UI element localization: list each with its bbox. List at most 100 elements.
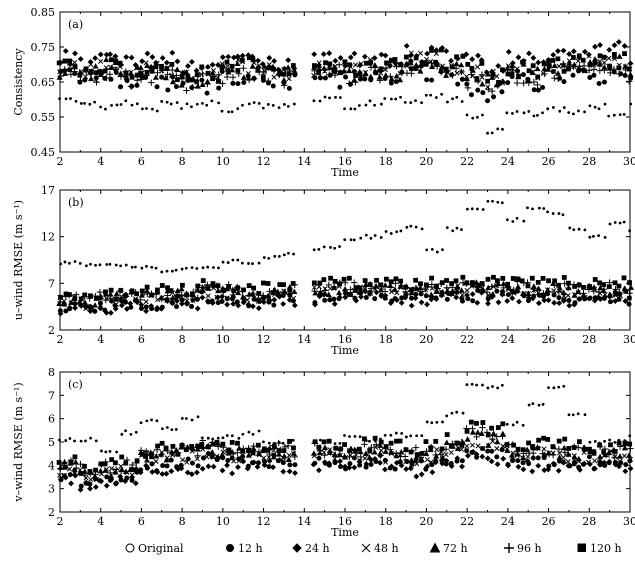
point-h96 xyxy=(340,67,348,75)
point-h48 xyxy=(286,452,292,458)
point-original xyxy=(567,111,571,114)
y-tick-label: 4 xyxy=(48,459,55,472)
point-h120 xyxy=(510,276,516,281)
point-h12 xyxy=(134,82,140,88)
point-h48 xyxy=(459,292,465,298)
point-h120 xyxy=(515,446,521,452)
point-original xyxy=(405,225,409,229)
point-h120 xyxy=(226,447,232,453)
point-original xyxy=(414,225,418,229)
point-h96 xyxy=(580,290,587,297)
point-h48 xyxy=(514,66,520,72)
point-original xyxy=(85,264,88,268)
point-h96 xyxy=(408,70,415,77)
point-h72 xyxy=(489,74,496,80)
point-original xyxy=(227,110,231,114)
point-h120 xyxy=(138,71,143,76)
point-h48 xyxy=(352,62,359,68)
point-h120 xyxy=(149,65,155,71)
point-h120 xyxy=(277,282,283,287)
point-h12 xyxy=(424,77,430,83)
point-h96 xyxy=(442,446,450,453)
x-tick-label: 2 xyxy=(57,515,64,528)
point-h120 xyxy=(210,441,216,447)
y-tick-label: 3 xyxy=(48,483,55,496)
point-h12 xyxy=(470,298,476,304)
point-h12 xyxy=(607,299,613,305)
point-h96 xyxy=(148,79,155,86)
point-original xyxy=(110,104,113,107)
point-h48 xyxy=(480,445,486,451)
point-h24 xyxy=(525,294,532,301)
point-h120 xyxy=(587,284,593,289)
point-h24 xyxy=(479,453,486,460)
point-h120 xyxy=(606,284,612,290)
point-original xyxy=(593,440,597,443)
point-original xyxy=(368,99,372,103)
point-h12 xyxy=(174,304,180,310)
point-h24 xyxy=(280,468,287,475)
point-h120 xyxy=(392,57,398,62)
point-h24 xyxy=(229,470,236,477)
point-h12 xyxy=(623,462,629,468)
point-original xyxy=(79,102,83,105)
point-h96 xyxy=(158,295,165,303)
point-h24 xyxy=(326,460,333,467)
point-h72 xyxy=(453,60,460,67)
point-h120 xyxy=(545,437,551,442)
x-tick-label: 16 xyxy=(338,155,352,168)
point-original xyxy=(312,99,316,103)
point-original xyxy=(383,97,387,100)
point-original xyxy=(357,104,361,107)
point-h24 xyxy=(378,51,385,58)
point-h24 xyxy=(123,306,130,312)
point-h120 xyxy=(566,446,572,451)
point-h12 xyxy=(337,84,343,90)
point-h12 xyxy=(570,72,576,78)
point-original xyxy=(541,111,544,115)
point-h24 xyxy=(92,484,99,490)
point-h72 xyxy=(274,288,281,295)
point-original xyxy=(515,216,519,220)
point-original xyxy=(174,428,178,431)
point-h48 xyxy=(626,295,632,301)
point-h96 xyxy=(437,451,444,458)
y-tick-label: 6 xyxy=(48,413,55,426)
point-h72 xyxy=(178,285,185,292)
point-h24 xyxy=(144,50,151,57)
point-h72 xyxy=(388,449,395,455)
point-h120 xyxy=(372,435,378,441)
point-h48 xyxy=(245,71,251,77)
point-h120 xyxy=(423,61,429,67)
point-h24 xyxy=(113,480,120,486)
point-original xyxy=(446,100,449,104)
point-h120 xyxy=(250,450,256,456)
point-h12 xyxy=(455,81,461,87)
point-original xyxy=(496,127,500,131)
point-h12 xyxy=(551,292,557,298)
panel-b: 2 4 6 8 10 12 14 16 18 20 22 24 26 28 30271217Timeu–wi… xyxy=(12,184,635,357)
point-h48 xyxy=(236,458,242,464)
point-original xyxy=(603,439,606,443)
point-original xyxy=(83,101,86,105)
point-h96 xyxy=(488,87,496,95)
point-h96 xyxy=(504,65,511,73)
x-tick-label: 12 xyxy=(257,155,271,168)
point-original xyxy=(216,436,220,440)
point-h96 xyxy=(499,433,506,440)
point-h48 xyxy=(61,472,67,478)
point-h120 xyxy=(265,447,271,453)
point-h120 xyxy=(159,283,165,288)
point-h96 xyxy=(423,448,430,455)
point-h24 xyxy=(244,465,251,472)
point-h48 xyxy=(155,297,161,303)
point-h96 xyxy=(332,451,339,458)
point-h120 xyxy=(129,467,134,472)
point-h24 xyxy=(606,46,613,53)
point-h72 xyxy=(514,450,521,457)
point-h120 xyxy=(592,277,598,282)
point-h120 xyxy=(317,280,323,286)
point-h120 xyxy=(123,70,129,76)
point-original xyxy=(622,220,626,224)
point-h24 xyxy=(103,482,110,489)
